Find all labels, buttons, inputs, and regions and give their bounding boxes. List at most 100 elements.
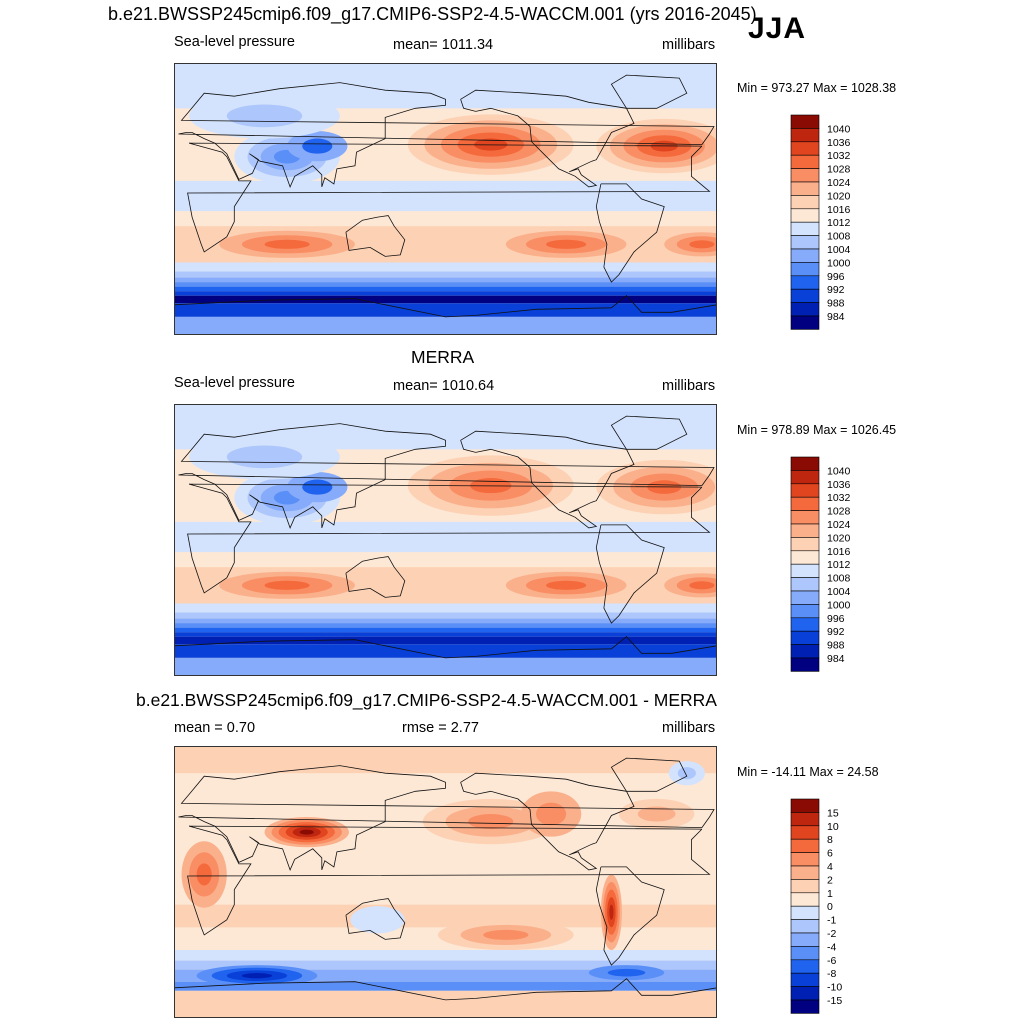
figure-title: b.e21.BWSSP245cmip6.f09_g17.CMIP6-SSP2-4…: [108, 4, 757, 24]
model-colorbar-tick-label: 1012: [827, 217, 851, 229]
model-colorbar-swatch: [790, 288, 820, 303]
difference-colorbar-swatch: [790, 946, 820, 961]
merra-colorbar-tick-label: 1036: [827, 479, 851, 491]
eurasia-low: [226, 104, 303, 128]
panel1-mean-label: mean= 1011.34: [393, 37, 494, 53]
andes-positive: [609, 904, 614, 920]
difference-colorbar-tick-label: 1: [827, 888, 833, 900]
south-pacific-positive: [483, 929, 529, 940]
coastline: [595, 183, 665, 283]
field-band: [174, 636, 717, 645]
difference-colorbar-swatch: [790, 812, 820, 827]
model-colorbar-tick-label: 992: [827, 284, 845, 296]
field-band: [174, 291, 717, 296]
panel2-minmax: Min = 978.89 Max = 1026.45: [737, 423, 897, 437]
difference-colorbar-swatch: [790, 999, 820, 1014]
field-band: [174, 981, 717, 991]
model-colorbar-tick-label: 1024: [827, 177, 851, 189]
rockies-positive: [536, 802, 567, 826]
field-band: [174, 180, 717, 212]
coastline: [187, 825, 711, 936]
tibet-low: [302, 138, 333, 154]
season-label: JJA: [748, 12, 807, 45]
model-colorbar-tick-label: 1016: [827, 204, 851, 216]
coastline: [460, 430, 635, 529]
model-colorbar-tick-label: 1040: [827, 123, 851, 135]
difference-colorbar-tick-label: -15: [827, 995, 842, 1007]
coastline: [187, 483, 711, 594]
field-band: [174, 627, 717, 633]
map-frame: [174, 746, 717, 1018]
coastline: [610, 415, 688, 450]
merra-colorbar-tick-label: 1000: [827, 599, 851, 611]
difference-colorbar-swatch: [790, 852, 820, 867]
difference-colorbar-swatch: [790, 932, 820, 947]
north-pacific-positive: [468, 814, 514, 830]
field-band: [174, 904, 717, 928]
merra-colorbar-tick-label: 1040: [827, 465, 851, 477]
merra-colorbar-tick-label: 1028: [827, 506, 851, 518]
coastline: [345, 556, 406, 598]
difference-colorbar-tick-label: 10: [827, 821, 839, 833]
south-atlantic-high: [689, 240, 715, 249]
merra-colorbar-swatch: [790, 577, 820, 592]
field-band: [174, 271, 717, 278]
merra-colorbar-swatch: [790, 617, 820, 632]
coastline: [178, 765, 715, 871]
panel3-mean-label: mean = 0.70: [174, 720, 256, 736]
map-frame: [174, 404, 717, 676]
south-pacific-high: [546, 580, 587, 590]
south-indian-negative: [241, 973, 273, 979]
field-band: [174, 960, 717, 970]
model-colorbar-tick-label: 984: [827, 311, 845, 323]
field-layer: [174, 404, 717, 676]
coastline: [174, 978, 717, 1001]
model-colorbar-swatch: [790, 141, 820, 156]
tibet-low: [302, 479, 333, 495]
merra-colorbar-tick-label: 1008: [827, 573, 851, 585]
merra-colorbar-swatch: [790, 483, 820, 498]
model-colorbar-tick-label: 1000: [827, 257, 851, 269]
model-colorbar-swatch: [790, 168, 820, 183]
difference-colorbar-swatch: [790, 879, 820, 894]
difference-colorbar-tick-label: 8: [827, 834, 833, 846]
merra-colorbar-swatch: [790, 523, 820, 538]
north-atlantic-positive: [637, 806, 676, 822]
model-colorbar-swatch: [790, 302, 820, 317]
field-band: [174, 612, 717, 619]
model-colorbar-tick-label: 1008: [827, 231, 851, 243]
merra-colorbar-swatch: [790, 537, 820, 552]
difference-colorbar-swatch: [790, 825, 820, 840]
field-layer: [174, 746, 717, 1018]
coastline: [345, 898, 406, 940]
model-colorbar-tick-label: 1032: [827, 150, 851, 162]
coastline: [595, 524, 665, 624]
map-frame: [174, 63, 717, 335]
model-colorbar-tick-label: 988: [827, 298, 845, 310]
difference-colorbar-tick-label: 6: [827, 848, 833, 860]
merra-colorbar-tick-label: 996: [827, 613, 845, 625]
model-colorbar-tick-label: 1004: [827, 244, 851, 256]
field-band: [174, 990, 717, 1018]
field-band: [174, 295, 717, 304]
model-colorbar-swatch: [790, 181, 820, 196]
field-band: [174, 521, 717, 553]
greenland-negative: [677, 767, 696, 780]
difference-slp-map: [174, 746, 717, 1018]
difference-colorbar-swatch: [790, 919, 820, 934]
merra-colorbar-tick-label: 1004: [827, 586, 851, 598]
merra-colorbar-tick-label: 1020: [827, 532, 851, 544]
merra-colorbar-swatch: [790, 630, 820, 645]
panel2-units-label: millibars: [662, 378, 716, 394]
coastline: [174, 636, 717, 659]
panel3-units-label: millibars: [662, 720, 716, 736]
model-colorbar-swatch: [790, 195, 820, 210]
coastline: [174, 295, 717, 318]
model-colorbar-swatch: [790, 128, 820, 143]
merra-colorbar-tick-label: 1024: [827, 519, 851, 531]
coastline: [460, 772, 635, 871]
merra-colorbar-tick-label: 988: [827, 640, 845, 652]
difference-colorbar-swatch: [790, 865, 820, 880]
south-atlantic-high: [689, 581, 715, 590]
model-colorbar-swatch: [790, 275, 820, 290]
